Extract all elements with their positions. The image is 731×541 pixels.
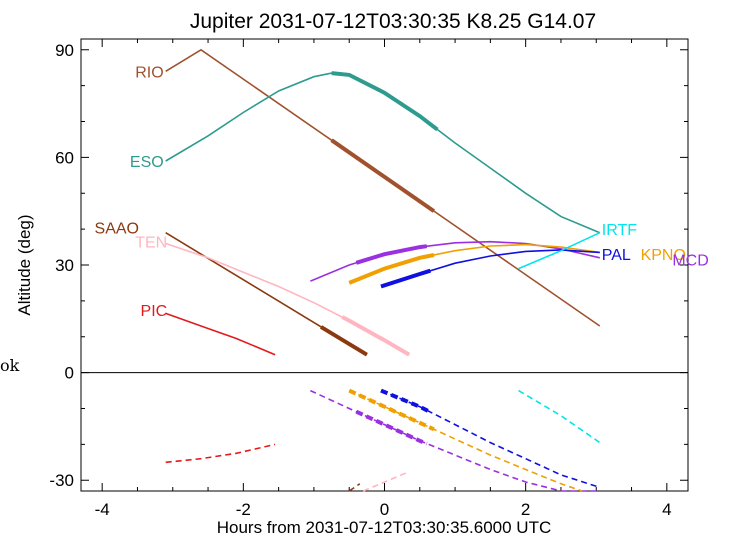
curve-saao-below-horizon bbox=[348, 483, 361, 492]
curve-ten-below-horizon bbox=[362, 472, 407, 492]
y-tick-label: 90 bbox=[55, 41, 74, 60]
curve-saao-highlight bbox=[319, 325, 368, 357]
label-eso: ESO bbox=[130, 154, 164, 171]
curve-mcd-highlight bbox=[355, 244, 428, 265]
curve-rio bbox=[165, 48, 601, 327]
curve-kpno-below-highlight bbox=[348, 388, 435, 432]
chart-title: Jupiter 2031-07-12T03:30:35 K8.25 G14.07 bbox=[190, 10, 596, 33]
curve-ten bbox=[165, 242, 410, 356]
axis-ticks: -4 -2 0 2 4 -30 0 30 60 90 bbox=[49, 39, 688, 519]
curve-kpno-highlight bbox=[348, 253, 435, 285]
curve-ten-highlight bbox=[341, 315, 411, 357]
x-tick-label: 0 bbox=[380, 500, 389, 519]
curve-irtf-below-horizon bbox=[518, 389, 601, 444]
curve-pic bbox=[165, 312, 276, 356]
y-axis-label: Altitude (deg) bbox=[15, 214, 34, 315]
label-pic: PIC bbox=[141, 303, 168, 320]
curve-pal-highlight bbox=[380, 268, 431, 289]
curve-mcd bbox=[310, 240, 600, 282]
label-ten: TEN bbox=[135, 235, 167, 252]
label-rio: RIO bbox=[135, 64, 163, 81]
curve-pal-below-horizon bbox=[380, 389, 601, 489]
curve-pal bbox=[380, 249, 600, 288]
x-tick-label: 4 bbox=[662, 500, 671, 519]
label-saao: SAAO bbox=[95, 220, 139, 237]
curve-pic-below-horizon bbox=[165, 443, 276, 464]
curve-eso-highlight bbox=[331, 71, 439, 132]
x-tick-label: -4 bbox=[95, 500, 110, 519]
label-mcd: MCD bbox=[672, 253, 708, 270]
x-tick-label: 2 bbox=[521, 500, 530, 519]
curve-pal-below-highlight bbox=[380, 388, 432, 414]
x-tick-label: -2 bbox=[236, 500, 251, 519]
altitude-curves bbox=[165, 48, 601, 492]
curve-rio-highlight bbox=[330, 138, 436, 213]
label-kpno: KPNO bbox=[641, 247, 686, 264]
y-tick-label: -30 bbox=[49, 471, 74, 490]
curve-mcd-below-highlight bbox=[355, 409, 428, 446]
x-axis-label: Hours from 2031-07-12T03:30:35.6000 UTC bbox=[217, 518, 552, 537]
curve-eso bbox=[165, 72, 601, 234]
plot-frame bbox=[80, 38, 689, 492]
curve-mcd-below-horizon bbox=[310, 389, 600, 492]
label-irtf: IRTF bbox=[602, 222, 637, 239]
y-tick-label: 30 bbox=[55, 256, 74, 275]
label-pal: PAL bbox=[602, 247, 631, 264]
y-tick-label: 60 bbox=[55, 148, 74, 167]
y-tick-label: 0 bbox=[65, 364, 74, 383]
stray-text: ok bbox=[0, 356, 20, 375]
curve-irtf bbox=[518, 231, 601, 270]
